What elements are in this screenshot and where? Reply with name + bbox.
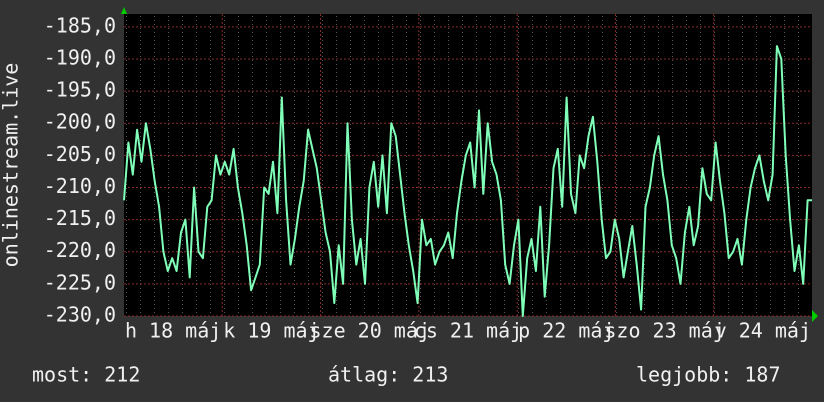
y-tick-label: -200,0: [44, 110, 116, 134]
footer-stat: most: 212: [32, 363, 140, 387]
x-tick-label: k 19 máj: [223, 319, 319, 343]
data-line: [123, 45, 812, 317]
y-arrow: [121, 7, 127, 14]
x-tick-label: cs 21 máj: [414, 319, 522, 343]
y-tick-label: -185,0: [44, 13, 116, 37]
footer-stat: átlag: 213: [328, 363, 448, 387]
y-tick-label: -230,0: [44, 303, 116, 327]
y-axis-label: onlinestream.live: [0, 63, 23, 268]
x-tick-label: p 22 máj: [518, 319, 614, 343]
y-tick-label: -225,0: [44, 270, 116, 294]
footer-stat: legjobb: 187: [636, 363, 781, 387]
minor-grid: [124, 14, 812, 316]
x-arrow: [812, 310, 818, 322]
x-tick-label: h 18 máj: [125, 319, 221, 343]
x-tick-label: v 24 máj: [715, 319, 811, 343]
x-tick-label: szo 23 máj: [604, 319, 724, 343]
y-tick-label: -195,0: [44, 78, 116, 102]
x-tick-label: sze 20 máj: [310, 319, 430, 343]
y-tick-label: -190,0: [44, 45, 116, 69]
y-tick-label: -205,0: [44, 142, 116, 166]
y-tick-label: -210,0: [44, 174, 116, 198]
y-tick-label: -215,0: [44, 206, 116, 230]
y-tick-label: -220,0: [44, 238, 116, 262]
